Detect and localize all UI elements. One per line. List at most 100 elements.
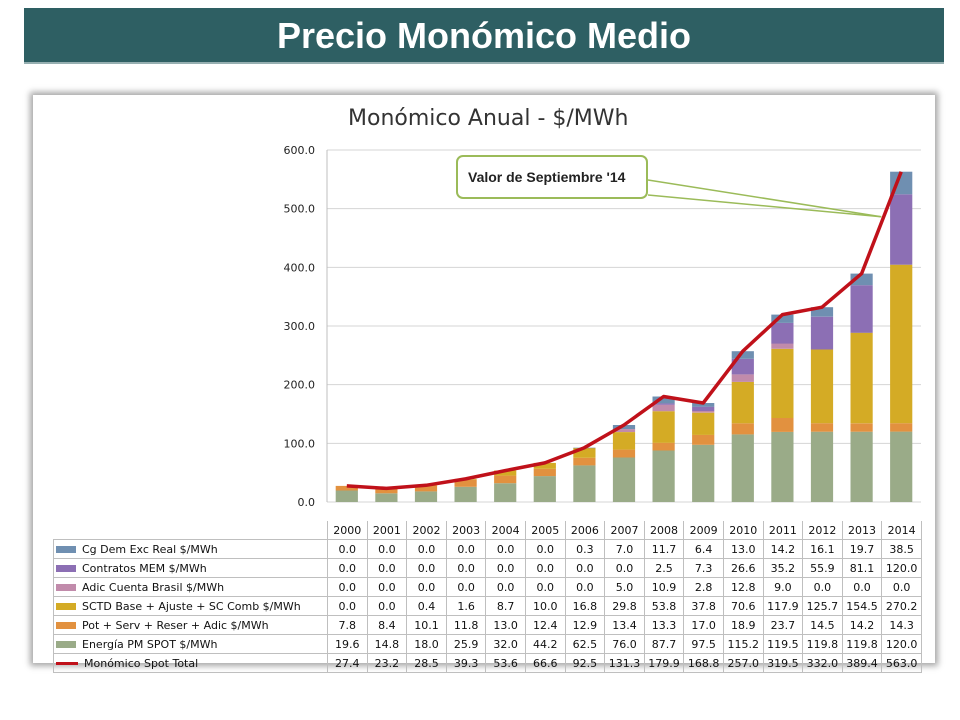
bar-segment [652, 396, 675, 404]
bar-segment [890, 194, 913, 265]
bar-segment [414, 491, 438, 502]
data-label: 0.0 [445, 539, 487, 559]
bar-segment [335, 485, 358, 491]
bar-segment [771, 348, 794, 418]
bar-segment [414, 485, 438, 492]
legend-label: SCTD Base + Ajuste + SC Comb $/MWh [82, 599, 301, 613]
bar-segment [771, 418, 794, 432]
bar-segment [771, 431, 794, 502]
legend-entry: SCTD Base + Ajuste + SC Comb $/MWh [53, 596, 328, 616]
chart-title: Monómico Anual - $/MWh [348, 106, 629, 131]
bar-segment [494, 483, 517, 502]
data-label: 115.2 [722, 634, 764, 654]
data-label: 9.0 [762, 577, 804, 597]
data-label: 11.7 [643, 539, 685, 559]
data-label: 0.0 [327, 577, 368, 597]
data-label: 23.2 [366, 653, 408, 673]
data-label: 2.8 [683, 577, 724, 597]
bar-segment [731, 374, 754, 382]
legend-entry: Adic Cuenta Brasil $/MWh [53, 577, 328, 597]
callout-box: Valor de Septiembre '14 [456, 155, 648, 199]
callout-connector [647, 194, 882, 218]
bar-segment [652, 411, 675, 443]
bar-segment [533, 476, 556, 502]
data-label: 18.0 [406, 634, 447, 654]
data-label: 28.5 [406, 653, 447, 673]
bar-segment [890, 264, 913, 424]
data-label: 0.0 [881, 577, 922, 597]
bar-segment [771, 322, 794, 344]
bar-segment [692, 434, 715, 445]
y-tick-label: 300.0 [284, 320, 316, 333]
data-label: 14.3 [881, 615, 922, 635]
legend-swatch [56, 662, 78, 665]
data-label: 39.3 [445, 653, 487, 673]
data-label: 16.8 [564, 596, 606, 616]
data-label: 0.0 [366, 596, 408, 616]
legend-entry: Cg Dem Exc Real $/MWh [53, 539, 328, 559]
data-label: 38.5 [881, 539, 922, 559]
bar-segment [533, 462, 556, 469]
data-label: 53.8 [643, 596, 685, 616]
bar-segment [533, 468, 556, 477]
bar-segment [810, 431, 834, 502]
legend-label: Contratos MEM $/MWh [82, 561, 207, 575]
bar-segment [731, 423, 754, 435]
x-tick-label: 2002 [406, 521, 447, 540]
y-tick-label: 100.0 [284, 437, 316, 450]
data-label: 0.0 [406, 577, 447, 597]
table-corner [54, 521, 328, 540]
data-label: 120.0 [881, 558, 922, 578]
data-label: 10.0 [524, 596, 566, 616]
data-label: 8.4 [366, 615, 408, 635]
data-label: 12.8 [722, 577, 764, 597]
data-label: 0.0 [841, 577, 883, 597]
data-label: 0.0 [406, 558, 447, 578]
bar-segment [890, 423, 913, 432]
legend-entry: Contratos MEM $/MWh [53, 558, 328, 578]
data-label: 6.4 [683, 539, 724, 559]
legend-swatch [56, 584, 76, 591]
bar-segment [612, 457, 636, 502]
table-row: SCTD Base + Ajuste + SC Comb $/MWh 0.0 0.0… [53, 596, 922, 616]
bar-segment [692, 444, 715, 502]
data-label: 13.3 [643, 615, 685, 635]
bar-segment [494, 475, 517, 484]
bar-segment [652, 442, 675, 451]
data-label: 0.0 [485, 577, 526, 597]
bar-segment [850, 431, 873, 502]
data-label: 14.2 [841, 615, 883, 635]
bar-segment [612, 432, 636, 450]
data-label: 19.7 [841, 539, 883, 559]
data-label: 66.6 [524, 653, 566, 673]
legend-swatch [56, 565, 76, 572]
bar-segment [850, 332, 873, 424]
bar-segment [335, 490, 358, 502]
data-label: 0.0 [327, 558, 368, 578]
legend-label: Monómico Spot Total [84, 656, 199, 670]
data-label: 18.9 [722, 615, 764, 635]
data-label: 11.8 [445, 615, 487, 635]
bar-segment [810, 307, 834, 317]
legend-entry: Pot + Serv + Reser + Adic $/MWh [53, 615, 328, 635]
data-label: 37.8 [683, 596, 724, 616]
data-label: 7.0 [604, 539, 645, 559]
bar-segment [652, 403, 675, 405]
legend-label: Cg Dem Exc Real $/MWh [82, 542, 218, 556]
callout-text: Valor de Septiembre '14 [468, 169, 626, 185]
data-label: 563.0 [881, 653, 922, 673]
data-label: 87.7 [643, 634, 685, 654]
x-tick-label: 2006 [564, 521, 606, 540]
y-tick-label: 200.0 [284, 379, 316, 392]
data-label: 0.0 [802, 577, 843, 597]
legend-entry: Energía PM SPOT $/MWh [53, 634, 328, 654]
data-label: 120.0 [881, 634, 922, 654]
bar-segment [731, 351, 754, 359]
data-label: 12.9 [564, 615, 606, 635]
bar-segment [652, 450, 675, 502]
data-label: 119.8 [841, 634, 883, 654]
x-tick-label: 2008 [643, 521, 685, 540]
title-underline [24, 62, 944, 64]
bar-segment [692, 406, 715, 411]
